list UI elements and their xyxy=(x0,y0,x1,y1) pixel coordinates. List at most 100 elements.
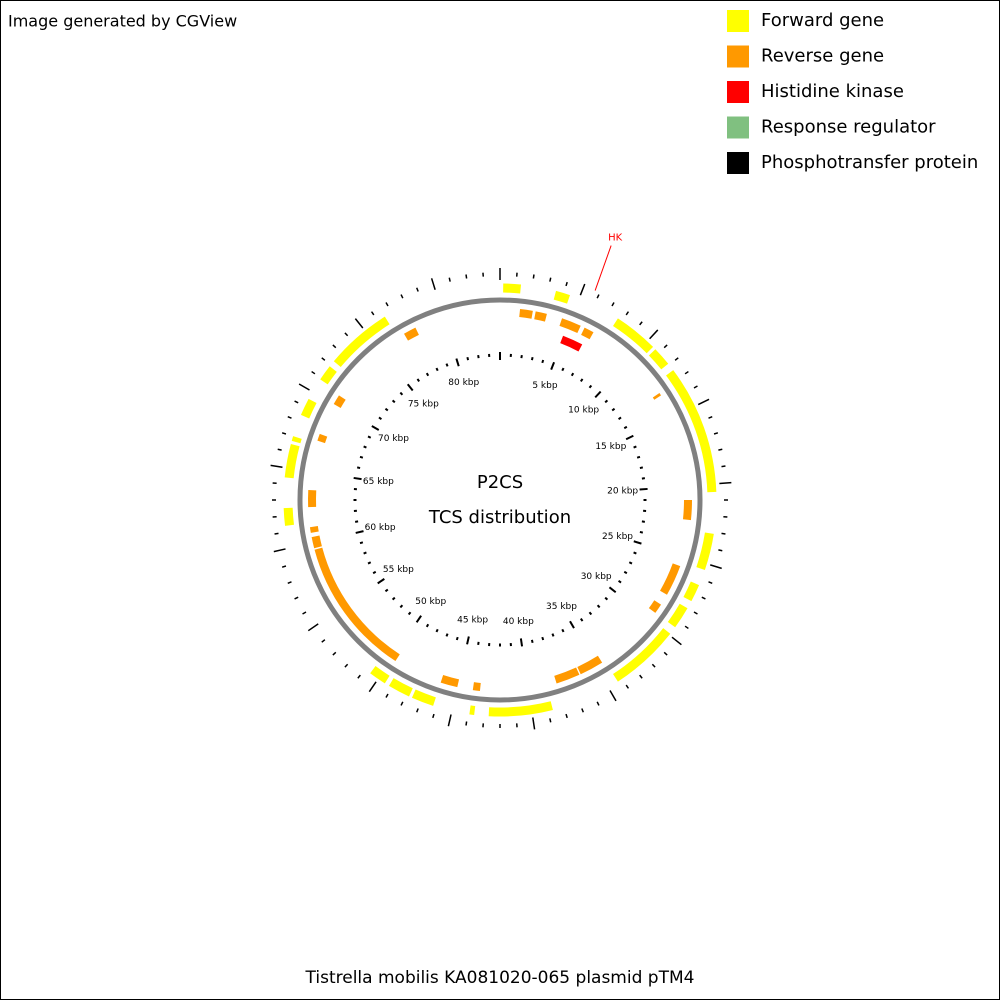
ruler-label: 15 kbp xyxy=(595,442,626,452)
reverse-gene xyxy=(554,667,580,684)
ruler-minor-tick xyxy=(466,356,470,361)
outer-tick xyxy=(448,277,451,282)
annotation-line xyxy=(594,245,612,291)
histidine-kinase xyxy=(560,335,583,352)
legend-label: Histidine kinase xyxy=(761,81,904,102)
outer-tick xyxy=(718,448,723,451)
forward-gene xyxy=(300,398,317,419)
ruler-minor-tick xyxy=(618,416,622,420)
outer-tick xyxy=(596,701,600,706)
outer-tick xyxy=(625,311,630,316)
outer-tick xyxy=(298,383,310,391)
legend-swatch xyxy=(727,152,749,174)
ruler-minor-tick xyxy=(363,551,367,555)
ruler-minor-tick xyxy=(639,530,644,534)
outer-tick xyxy=(718,549,723,552)
reverse-gene xyxy=(519,309,533,319)
ruler-label: 25 kbp xyxy=(602,532,633,542)
ruler-tick xyxy=(639,487,648,491)
ruler-label: 30 kbp xyxy=(581,572,612,582)
ruler-minor-tick xyxy=(636,455,641,459)
reverse-gene xyxy=(314,547,400,662)
ruler-minor-tick xyxy=(561,628,565,633)
forward-gene xyxy=(667,603,688,628)
map-title: P2CS xyxy=(477,472,523,493)
forward-gene xyxy=(320,366,337,385)
outer-tick xyxy=(674,357,679,361)
outer-tick xyxy=(287,416,292,419)
ruler-tick xyxy=(633,540,642,545)
ruler-minor-tick xyxy=(604,596,609,601)
ruler-minor-tick xyxy=(530,356,534,361)
outer-tick xyxy=(385,302,389,307)
outer-tick xyxy=(721,532,726,535)
ruler-minor-tick xyxy=(384,588,389,593)
annotation-label: HK xyxy=(608,233,623,244)
outer-tick xyxy=(354,318,364,329)
outer-tick xyxy=(549,718,552,723)
ruler-minor-tick xyxy=(384,407,389,412)
outer-tick xyxy=(721,465,726,468)
outer-tick xyxy=(368,681,377,693)
outer-tick xyxy=(719,481,732,485)
outer-tick xyxy=(639,674,643,679)
ruler-label: 40 kbp xyxy=(503,617,534,627)
forward-gene xyxy=(488,701,553,717)
ruler-minor-tick xyxy=(445,633,449,637)
outer-tick xyxy=(294,400,299,404)
outer-tick xyxy=(710,564,722,570)
outer-tick xyxy=(273,548,286,553)
ruler-label: 20 kbp xyxy=(607,486,638,496)
ruler-label: 60 kbp xyxy=(365,523,396,533)
ruler-minor-tick xyxy=(541,636,545,641)
ruler-label: 10 kbp xyxy=(568,405,599,415)
ruler-minor-tick xyxy=(633,445,637,449)
outer-tick xyxy=(684,625,689,630)
reverse-gene xyxy=(559,318,581,334)
ruler-label: 55 kbp xyxy=(383,565,414,575)
ruler-minor-tick xyxy=(363,445,367,449)
ruler-minor-tick xyxy=(399,604,404,609)
outer-tick xyxy=(581,708,584,713)
ruler-tick xyxy=(625,434,634,441)
outer-tick xyxy=(307,623,319,632)
ruler-minor-tick xyxy=(416,378,420,382)
outer-tick xyxy=(465,274,468,279)
ruler-minor-tick xyxy=(391,596,396,601)
ruler-tick xyxy=(455,358,460,367)
ruler-minor-tick xyxy=(588,384,593,389)
ruler-minor-tick xyxy=(367,561,372,565)
forward-gene xyxy=(553,290,570,304)
ruler-tick xyxy=(353,476,362,481)
outer-tick xyxy=(432,713,435,719)
ruler-minor-tick xyxy=(367,435,372,439)
ruler-tick xyxy=(406,383,414,392)
outer-tick xyxy=(430,278,436,290)
ruler-tick xyxy=(371,425,380,431)
ruler-tick xyxy=(608,586,617,594)
ruler-label: 65 kbp xyxy=(363,477,394,487)
header-text: Image generated by CGView xyxy=(8,12,237,31)
reverse-gene xyxy=(440,674,460,688)
outer-tick xyxy=(287,581,292,584)
outer-tick xyxy=(713,432,719,435)
outer-tick xyxy=(639,321,643,326)
legend-swatch xyxy=(727,116,749,139)
outer-tick xyxy=(532,717,536,730)
outer-tick xyxy=(332,651,337,656)
ruler-minor-tick xyxy=(618,580,622,584)
ruler-label: 75 kbp xyxy=(408,399,439,409)
outer-tick xyxy=(385,693,389,698)
ruler-label: 45 kbp xyxy=(457,615,488,625)
ruler-minor-tick xyxy=(633,551,637,555)
reverse-gene xyxy=(404,327,419,341)
ruler-minor-tick xyxy=(541,359,545,364)
outer-tick xyxy=(302,611,307,615)
outer-tick xyxy=(708,416,713,419)
forward-gene xyxy=(370,666,390,684)
outer-tick xyxy=(649,329,659,340)
outer-tick xyxy=(663,651,668,656)
ruler-minor-tick xyxy=(455,636,459,641)
reverse-gene xyxy=(648,600,662,613)
